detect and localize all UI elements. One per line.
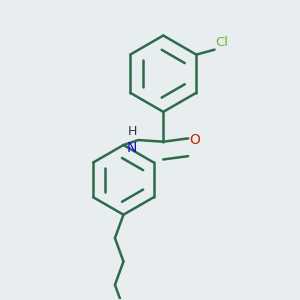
Text: N: N [127,141,137,155]
Text: Cl: Cl [216,36,229,49]
Text: O: O [190,133,200,147]
Text: H: H [128,125,137,138]
